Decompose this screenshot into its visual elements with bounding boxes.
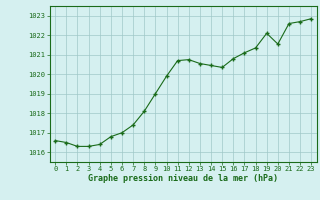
- X-axis label: Graphe pression niveau de la mer (hPa): Graphe pression niveau de la mer (hPa): [88, 174, 278, 183]
